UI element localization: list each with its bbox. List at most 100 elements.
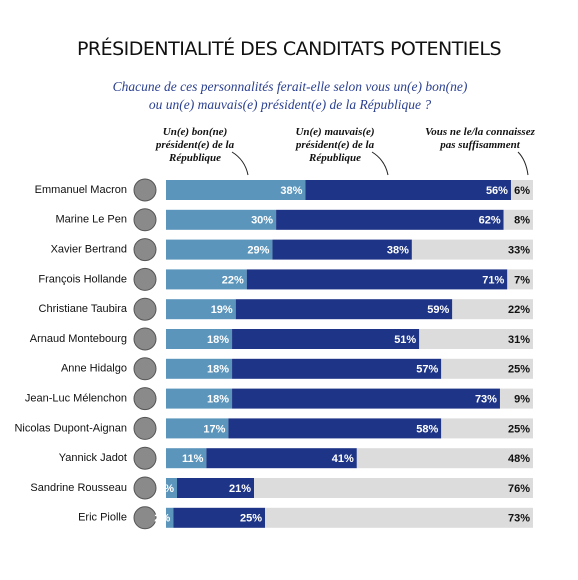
arrow bbox=[371, 151, 389, 176]
portrait bbox=[133, 208, 157, 232]
bar-value-label: 22% bbox=[222, 274, 244, 286]
bar-value-label: 17% bbox=[203, 423, 225, 435]
bar-segment bbox=[166, 269, 247, 290]
bar-value-label: 22% bbox=[508, 304, 530, 316]
bar-value-label: 59% bbox=[427, 304, 449, 316]
bar-segment bbox=[166, 209, 277, 230]
bar-value-label: 18% bbox=[207, 364, 229, 376]
bar-value-label: 29% bbox=[247, 245, 269, 257]
bar-segment bbox=[265, 507, 533, 528]
bar-segment bbox=[166, 358, 233, 379]
legend-entry: Vous ne le/la connaissez pas suffisammen… bbox=[425, 126, 535, 151]
bar-value-label: 9% bbox=[514, 394, 530, 406]
bar-value-label: 8% bbox=[514, 215, 530, 227]
bar-value-label: 58% bbox=[416, 423, 438, 435]
bar-segment bbox=[166, 239, 273, 260]
bar-value-label: 19% bbox=[211, 304, 233, 316]
bar-value-label: 73% bbox=[508, 513, 530, 525]
portrait bbox=[133, 297, 157, 321]
bar-value-label: 62% bbox=[479, 215, 501, 227]
bar-value-label: 25% bbox=[508, 423, 530, 435]
bar-value-label: 18% bbox=[207, 394, 229, 406]
arrow bbox=[517, 151, 529, 176]
portrait bbox=[133, 476, 157, 500]
bar-segment bbox=[173, 507, 266, 528]
bar-segment bbox=[166, 507, 174, 528]
category-label: Nicolas Dupont-Aignan bbox=[14, 422, 127, 434]
bar-value-label: 33% bbox=[508, 245, 530, 257]
bar-value-label: 76% bbox=[508, 483, 530, 495]
bar-value-label: 57% bbox=[416, 364, 438, 376]
chart-title: PRÉSIDENTIALITÉ DES CANDITATS POTENTIELS bbox=[76, 38, 502, 60]
bar-segment bbox=[228, 418, 442, 439]
bar-segment bbox=[499, 388, 533, 409]
bar-segment bbox=[441, 358, 533, 379]
category-label: Eric Piolle bbox=[78, 512, 127, 524]
legend-entry: Un(e) bon(ne) président(e) de la Républi… bbox=[155, 126, 235, 164]
bar-value-label: 2% bbox=[154, 513, 170, 525]
category-label: Anne Hidalgo bbox=[61, 363, 127, 375]
bar-segment bbox=[305, 180, 511, 200]
bar-segment bbox=[441, 418, 533, 439]
category-label: Christiane Taubira bbox=[39, 303, 128, 315]
bar-value-label: 3% bbox=[158, 483, 174, 495]
bar-segment bbox=[166, 478, 178, 498]
bar-segment bbox=[166, 418, 229, 439]
bar-value-label: 30% bbox=[251, 215, 273, 227]
bar-segment bbox=[254, 478, 533, 498]
bar-value-label: 48% bbox=[508, 453, 530, 465]
bar-segment bbox=[419, 329, 533, 349]
category-label: Arnaud Montebourg bbox=[30, 333, 127, 345]
bar-value-label: 51% bbox=[394, 334, 416, 346]
portrait bbox=[133, 446, 157, 470]
bar-segment bbox=[503, 209, 533, 230]
portrait bbox=[133, 387, 157, 411]
category-label: Marine Le Pen bbox=[55, 214, 127, 226]
bar-segment bbox=[166, 180, 306, 200]
portrait bbox=[133, 357, 157, 381]
bar-value-label: 38% bbox=[387, 245, 409, 257]
bar-value-label: 73% bbox=[475, 394, 497, 406]
portrait bbox=[133, 506, 157, 530]
bar-value-label: 18% bbox=[207, 334, 229, 346]
portrait bbox=[133, 416, 157, 440]
portrait bbox=[133, 267, 157, 291]
portrait bbox=[133, 238, 157, 262]
bar-segment bbox=[510, 180, 533, 200]
bar-segment bbox=[166, 388, 233, 409]
bar-value-label: 56% bbox=[486, 185, 508, 197]
bar-segment bbox=[166, 448, 207, 469]
bar-segment bbox=[166, 299, 236, 320]
category-label: François Hollande bbox=[38, 273, 127, 285]
category-label: Sandrine Rousseau bbox=[30, 482, 127, 494]
bar-segment bbox=[232, 358, 442, 379]
bar-value-label: 21% bbox=[229, 483, 251, 495]
bar-segment bbox=[206, 448, 357, 469]
category-label: Emmanuel Macron bbox=[35, 184, 127, 196]
bar-segment bbox=[235, 299, 453, 320]
chart-subtitle: Chacune de ces personnalités ferait-elle… bbox=[112, 79, 468, 112]
header-arrows bbox=[231, 151, 529, 176]
bar-value-label: 11% bbox=[182, 453, 204, 465]
bar-value-label: 7% bbox=[514, 274, 530, 286]
bar-segment bbox=[177, 478, 255, 498]
bar-segment bbox=[276, 209, 504, 230]
bar-segment bbox=[232, 388, 500, 409]
category-label: Yannick Jadot bbox=[59, 452, 127, 464]
bar-segment bbox=[356, 448, 533, 469]
portrait bbox=[133, 178, 157, 202]
bar-segment bbox=[452, 299, 533, 320]
bar-segment bbox=[507, 269, 533, 290]
bar-value-label: 38% bbox=[280, 185, 302, 197]
bar-value-label: 25% bbox=[240, 513, 262, 525]
bar-segment bbox=[272, 239, 412, 260]
bar-segment bbox=[246, 269, 508, 290]
bar-segment bbox=[411, 239, 533, 260]
arrow bbox=[231, 151, 249, 176]
bar-segment bbox=[232, 329, 420, 349]
bar-value-label: 6% bbox=[514, 185, 530, 197]
bar-value-label: 31% bbox=[508, 334, 530, 346]
bar-value-label: 25% bbox=[508, 364, 530, 376]
